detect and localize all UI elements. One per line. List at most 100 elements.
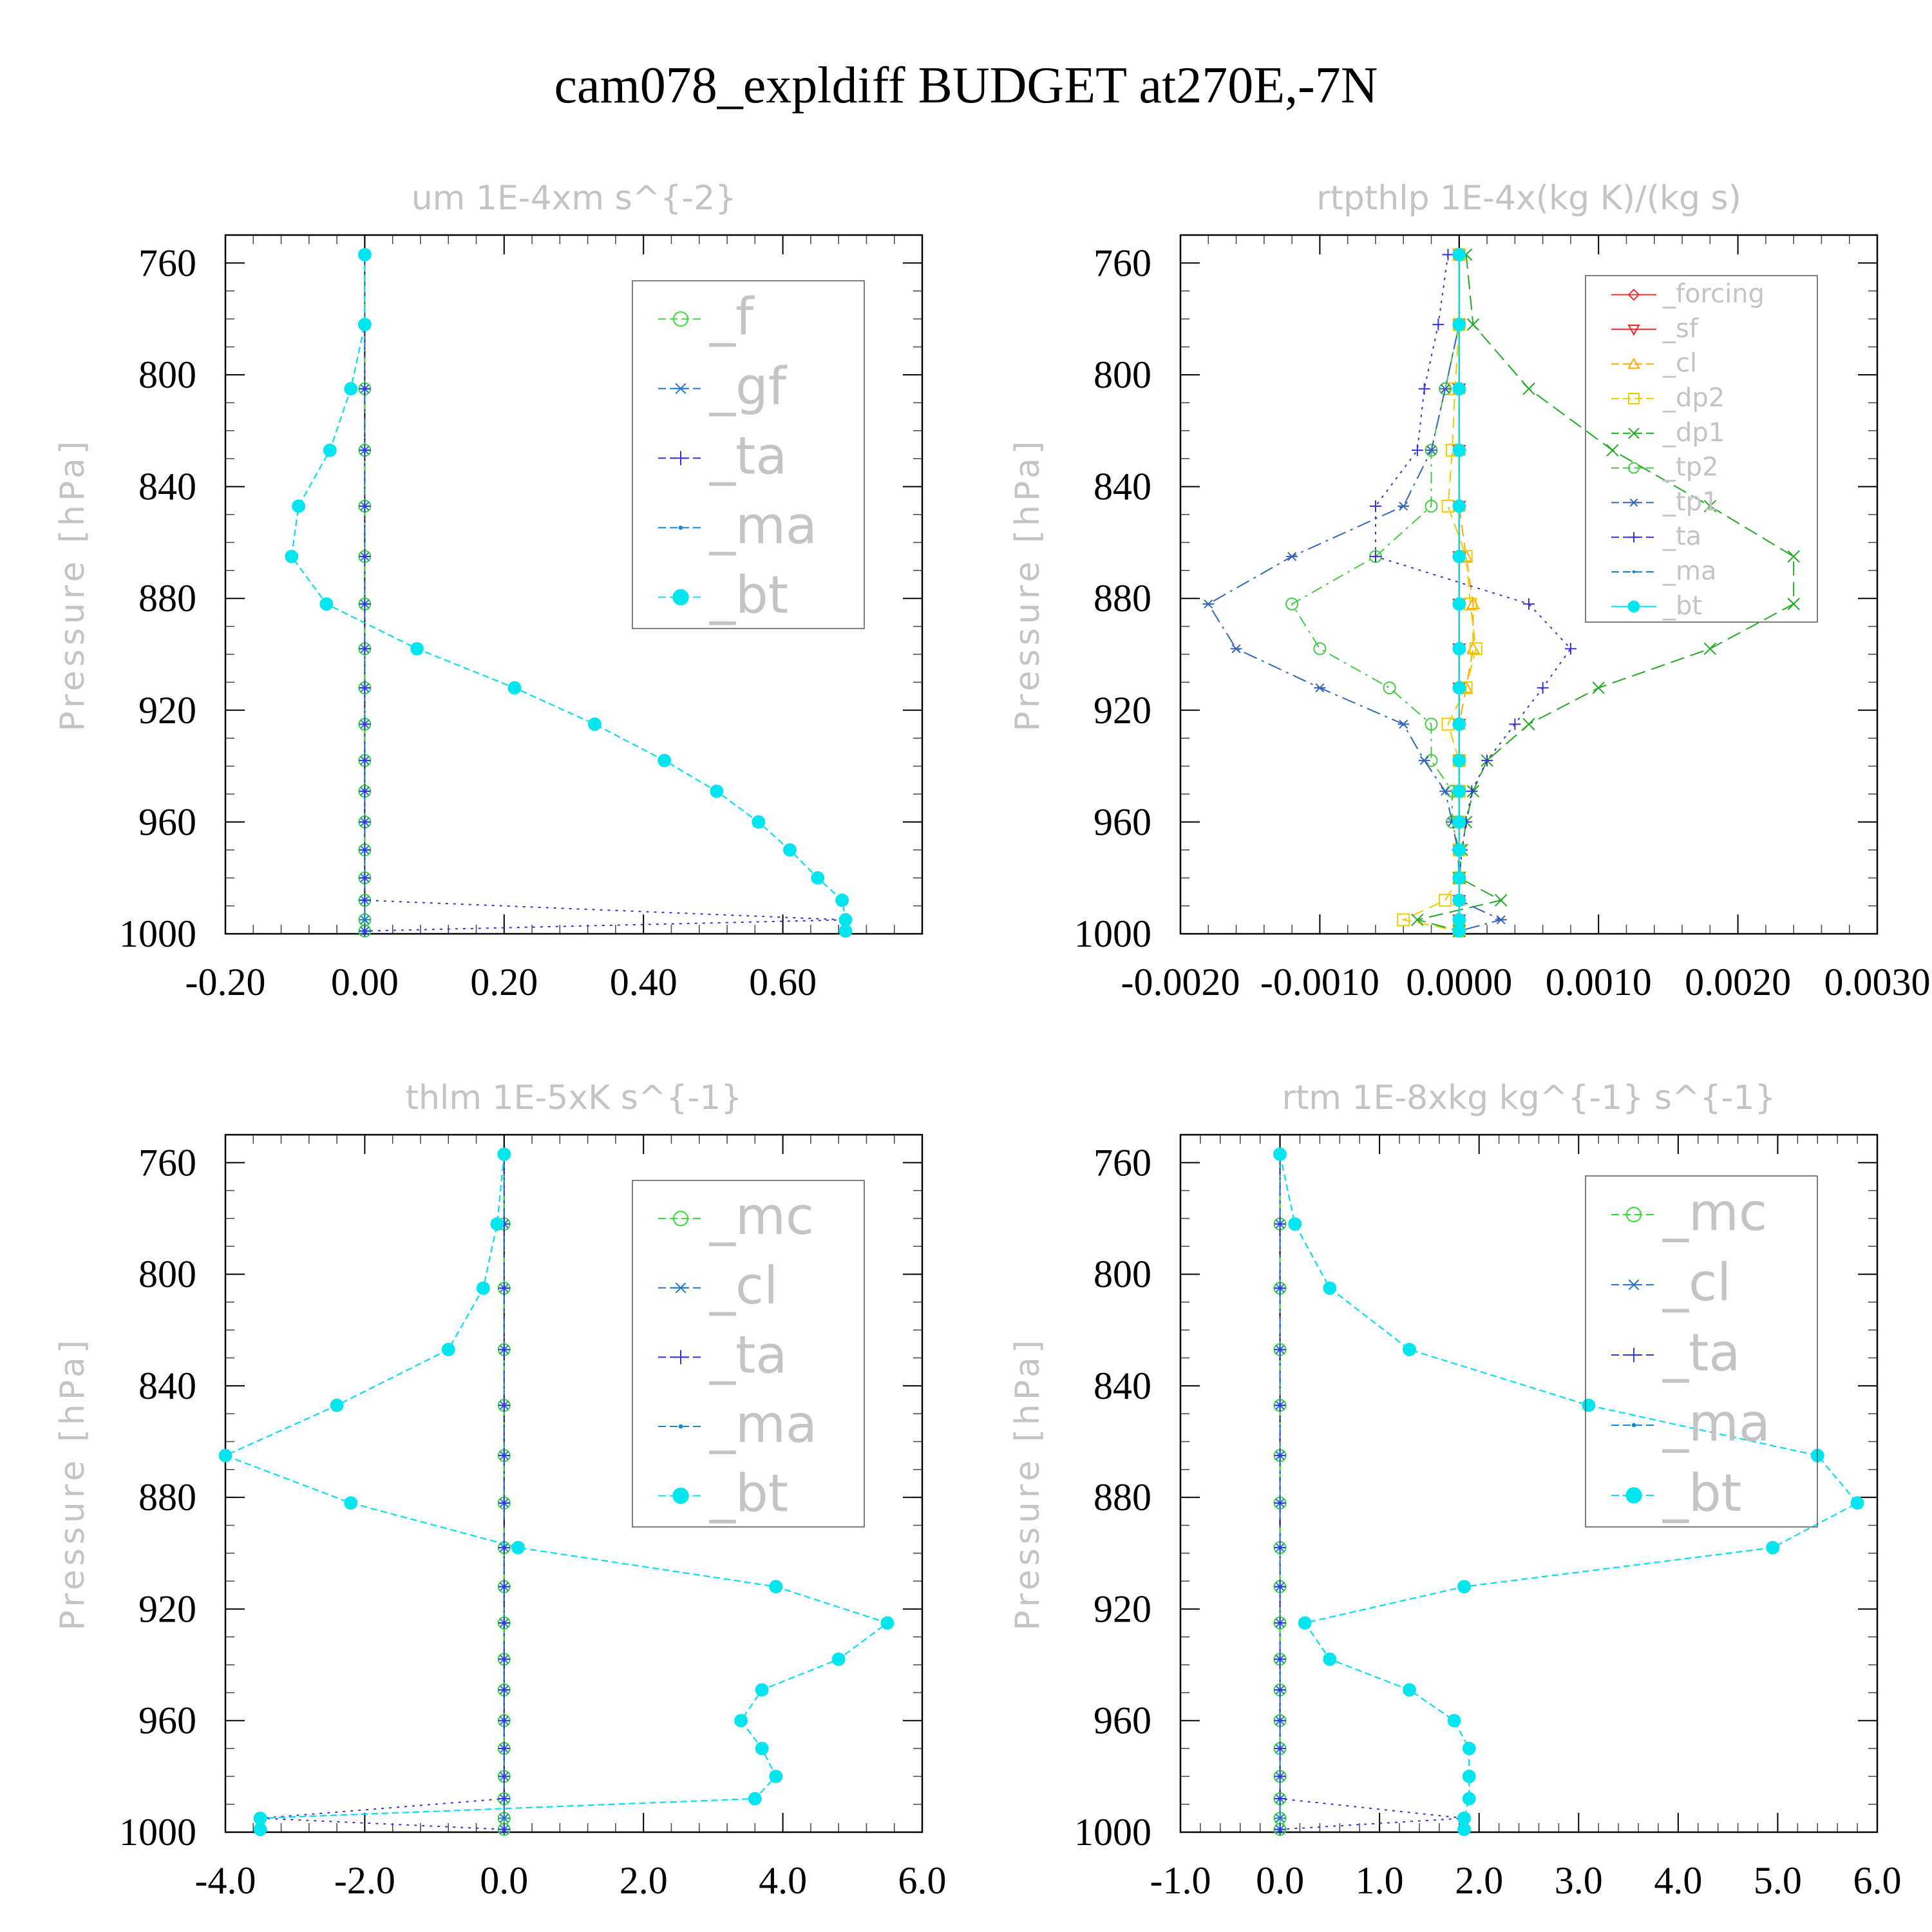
y-tick-label: 840 — [1094, 1365, 1151, 1407]
x-tick-label: 0.0000 — [1406, 961, 1512, 1003]
data-point — [359, 844, 371, 856]
legend-label: _tp2 — [1662, 453, 1719, 482]
x-tick-label: 0.0 — [480, 1859, 528, 1902]
legend-label: _ta — [1662, 1323, 1740, 1383]
data-point — [1425, 446, 1437, 455]
y-tick-label: 800 — [138, 1253, 196, 1296]
series-ma — [1278, 1152, 1859, 1832]
data-point — [1452, 443, 1466, 457]
series-bt — [285, 247, 853, 938]
legend-label: _ma — [1662, 1393, 1770, 1453]
data-point — [1274, 1653, 1286, 1665]
data-point — [1452, 597, 1466, 611]
series-line — [260, 1154, 505, 1830]
legend-marker — [1627, 1347, 1641, 1362]
series-dp2 — [1397, 248, 1482, 938]
data-point — [359, 785, 371, 797]
legend-marker — [672, 1487, 689, 1504]
series-bt — [1452, 247, 1466, 938]
legend-box — [1585, 1175, 1818, 1528]
x-tick-label: 0.00 — [331, 961, 399, 1003]
legend-label: _cl — [1662, 348, 1697, 378]
data-point — [359, 754, 371, 766]
series-bt — [218, 1147, 895, 1837]
x-tick-label: 6.0 — [1853, 1859, 1902, 1902]
data-point — [330, 1398, 344, 1412]
series-bt — [1273, 1147, 1864, 1837]
legend-marker — [1627, 324, 1640, 336]
y-tick-label: 800 — [1094, 354, 1151, 396]
data-point — [1274, 1218, 1286, 1230]
plot-frame — [224, 1133, 923, 1833]
legend-label: _dp1 — [1662, 418, 1725, 448]
y-tick-label: 960 — [138, 800, 196, 843]
y-tick-label: 960 — [1094, 1700, 1151, 1742]
data-point — [1383, 681, 1396, 695]
data-point — [835, 893, 849, 907]
data-point — [1522, 382, 1535, 395]
legend-label: _bt — [1662, 591, 1702, 621]
data-point — [755, 1683, 769, 1697]
data-point — [359, 718, 371, 730]
panel-title: rtpthlp 1E-4x(kg K)/(kg s) — [1316, 179, 1741, 218]
legend-label: _cl — [1662, 1253, 1731, 1312]
data-point — [498, 1684, 510, 1696]
x-tick-label: 6.0 — [898, 1859, 947, 1902]
data-point — [1274, 1399, 1286, 1412]
data-point — [1447, 1714, 1461, 1728]
legend-label: _ta — [709, 426, 787, 486]
y-tick-label: 920 — [1094, 689, 1151, 732]
y-tick-label: 800 — [138, 354, 196, 396]
legend-label: _dp2 — [1662, 383, 1725, 413]
x-tick-label: -4.0 — [195, 1859, 256, 1902]
data-point — [1457, 1580, 1471, 1594]
data-point — [359, 643, 371, 655]
data-point — [1298, 1616, 1312, 1630]
y-tick-label: 1000 — [1074, 1811, 1151, 1853]
series-line — [1279, 1154, 1859, 1830]
data-point — [441, 1343, 455, 1356]
data-point — [1441, 499, 1455, 513]
data-point — [498, 1823, 510, 1835]
data-point — [1452, 843, 1466, 857]
series-line — [290, 254, 846, 931]
data-point — [1442, 249, 1454, 261]
y-axis-label: Pressure [hPa] — [1009, 1336, 1047, 1631]
series-line — [1417, 254, 1795, 932]
legend: _mc _cl _ta _ma _bt — [1585, 1175, 1818, 1528]
y-tick-label: 880 — [1094, 1476, 1151, 1519]
data-point — [218, 1448, 232, 1463]
data-point — [359, 682, 371, 694]
data-point — [1452, 913, 1466, 927]
y-tick-label: 960 — [1094, 800, 1151, 843]
data-point — [1286, 552, 1298, 562]
y-tick-label: 760 — [1094, 1141, 1151, 1184]
legend-label: _ta — [709, 1325, 787, 1385]
data-point — [1564, 643, 1577, 655]
data-point — [1411, 913, 1424, 927]
data-point — [359, 444, 371, 457]
data-point — [344, 1496, 358, 1510]
data-point — [1274, 1343, 1286, 1356]
x-tick-label: 0.0 — [1256, 1859, 1304, 1902]
data-point — [1274, 1770, 1286, 1783]
chart-panel-2: 760 800 840 880 920 960 1000 -0.0020 -0.0010 0.00… — [1009, 179, 1931, 1003]
data-point — [1452, 247, 1466, 261]
x-tick-label: -0.20 — [185, 961, 266, 1003]
data-point — [498, 1793, 510, 1805]
data-point — [319, 597, 334, 611]
legend-label: _forcing — [1662, 279, 1765, 309]
y-tick-label: 880 — [138, 1476, 196, 1519]
data-point — [748, 1792, 762, 1806]
y-tick-label: 880 — [1094, 577, 1151, 620]
data-point — [498, 1617, 510, 1629]
data-point — [498, 1653, 510, 1665]
data-point — [1452, 641, 1466, 656]
y-axis-label: Pressure [hPa] — [53, 1336, 92, 1631]
data-point — [1274, 1684, 1286, 1696]
data-point — [769, 1769, 783, 1783]
y-tick-label: 760 — [138, 242, 196, 284]
data-point — [497, 1147, 511, 1161]
chart-panel-1: 760 800 840 880 920 960 1000 -0.20 0.00 0.20 0.40 0… — [53, 179, 923, 1003]
data-point — [1425, 717, 1438, 731]
